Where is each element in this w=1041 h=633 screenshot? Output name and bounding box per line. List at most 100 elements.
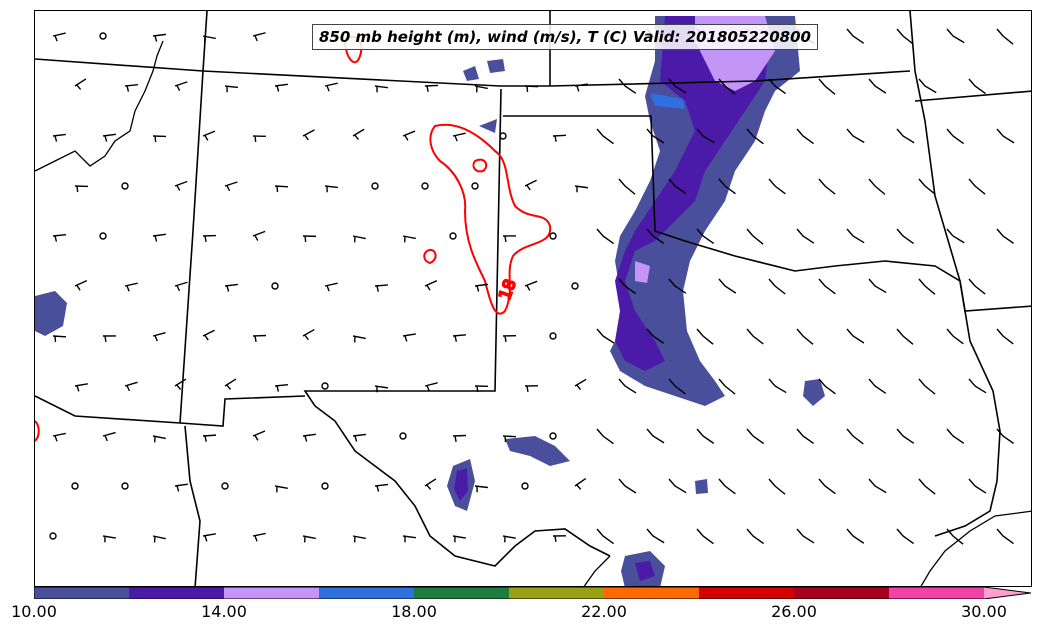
wind-barb [124,83,139,92]
wind-barb [352,535,366,543]
shaded-region-small-5 [695,479,708,494]
wind-barb [474,385,489,393]
wind-barb [896,528,915,545]
wind-barb [202,130,216,141]
wind-barb [352,128,365,141]
wind-barb [768,78,786,95]
shaded-region-core [615,16,770,371]
wind-barb [452,535,466,543]
temperature-contour-18 [472,158,488,173]
wind-barb [274,185,289,193]
wind-barb [968,178,986,195]
colorbar-segment [794,587,890,599]
shaded-region-central [505,436,570,466]
wind-barb [618,378,637,394]
wind-barb [574,378,587,391]
wind-barb [846,228,865,244]
wind-barb [796,128,814,145]
colorbar-segment [699,587,795,599]
wind-barb [696,228,715,244]
wind-barb [302,535,316,543]
wind-barb [846,328,865,344]
wind-barb [524,385,539,392]
wind-barb [918,78,937,94]
wind-barb [618,178,636,195]
wind-barb [174,81,188,92]
wind-barb [918,478,936,495]
wind-barb [746,228,764,245]
wind-barb [574,478,587,490]
wind-barb [668,178,687,195]
wind-barb [796,328,814,345]
calm-wind-marker [499,132,507,140]
wind-barb [646,428,665,444]
wind-barb [174,281,188,292]
calm-wind-marker [571,282,579,290]
wind-barb [302,328,315,341]
border-line [35,395,306,427]
wind-barb [818,378,836,395]
calm-wind-marker [221,482,229,490]
wind-barb [452,334,467,342]
wind-barb [324,82,338,92]
colorbar-tick-label: 30.00 [961,602,1007,621]
wind-barb [574,185,588,193]
wind-barb [474,485,488,493]
border-line [914,90,1031,102]
wind-barb [202,329,215,341]
wind-barb [946,428,965,444]
wind-barb [646,528,665,544]
wind-barb [818,78,836,95]
wind-barb [524,280,538,291]
wind-barb [846,528,865,544]
wind-barb [224,283,238,292]
wind-barb [174,483,188,492]
wind-barb [746,128,764,145]
wind-barb [996,428,1015,445]
wind-barb [452,434,467,442]
wind-barb [796,528,815,544]
wind-barb [124,282,138,292]
wind-barb [374,385,388,393]
shaded-region-small-2 [463,66,479,81]
wind-barb [502,235,517,243]
colorbar-segment [129,587,225,599]
calm-wind-marker [471,182,479,190]
map-canvas: 18 [35,11,1031,586]
wind-barb [252,230,266,241]
colorbar-extend-arrow [984,587,1031,599]
wind-barb [524,179,537,191]
wind-barb [252,334,267,342]
wind-barb [596,428,614,445]
wind-barb [946,328,964,345]
wind-barb [896,428,915,444]
wind-barb [896,128,915,144]
wind-barb [746,328,764,345]
wind-barb [718,478,736,495]
wind-barb [868,178,886,195]
colorbar-tick-label: 18.00 [391,602,437,621]
wind-barb [618,478,637,494]
wind-barb [174,378,187,390]
wind-barb [274,83,288,92]
shaded-region-central-3 [454,468,468,501]
wind-barb [102,431,116,442]
wind-barb [152,135,167,143]
wind-barb [896,28,914,45]
wind-barb [424,84,439,92]
wind-barb [868,378,887,394]
calm-wind-marker [99,232,107,240]
wind-barb [846,28,865,44]
wind-barb [996,528,1014,545]
temperature-contour-18 [423,248,437,265]
wind-barb [252,430,266,441]
wind-barb [996,28,1014,45]
calm-wind-marker [321,382,329,390]
wind-barb [252,532,266,542]
calm-wind-marker [121,182,129,190]
wind-barb [302,433,316,442]
shaded-region-band [610,16,800,406]
wind-barb [818,278,836,295]
calm-wind-marker [421,182,429,190]
shaded-region-west [35,291,67,336]
